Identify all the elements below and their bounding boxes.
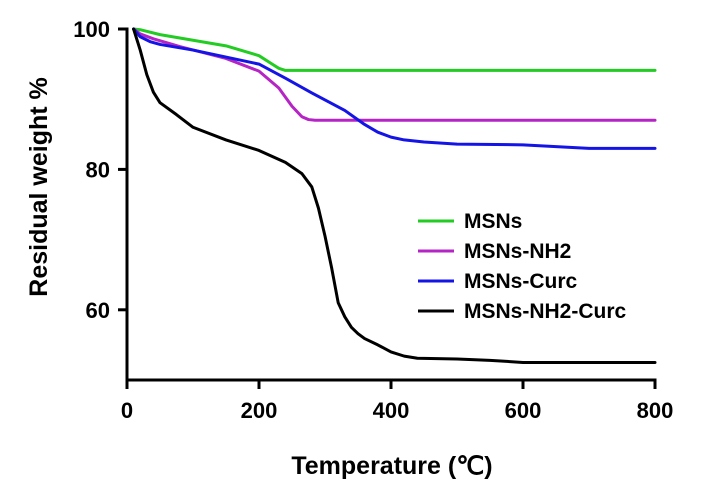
legend-label-2: MSNs-Curc xyxy=(464,270,578,293)
y-tick-label: 60 xyxy=(86,298,110,323)
legend-label-1: MSNs-NH2 xyxy=(464,240,571,263)
legend-label-0: MSNs xyxy=(464,210,522,233)
x-tick-label: 600 xyxy=(505,398,542,423)
x-tick-label: 800 xyxy=(637,398,674,423)
series-line-2 xyxy=(132,27,657,150)
series-line-3 xyxy=(132,27,657,364)
tick-layer: 0 200 400 600 800 60 80 100 xyxy=(73,17,673,423)
x-axis-title: Temperature (℃) xyxy=(291,452,492,480)
y-tick-label: 80 xyxy=(86,157,110,182)
y-axis-title: Residual weight % xyxy=(25,77,53,296)
x-tick-label: 400 xyxy=(373,398,410,423)
series-layer xyxy=(132,27,657,364)
series-line-1 xyxy=(132,27,657,122)
x-tick-label: 200 xyxy=(241,398,278,423)
y-tick-label: 100 xyxy=(73,17,110,42)
x-tick-label: 0 xyxy=(121,398,133,423)
series-line-0 xyxy=(132,27,657,72)
legend: MSNs MSNs-NH2 MSNs-Curc MSNs-NH2-Curc xyxy=(418,210,627,323)
legend-label-3: MSNs-NH2-Curc xyxy=(464,300,627,323)
